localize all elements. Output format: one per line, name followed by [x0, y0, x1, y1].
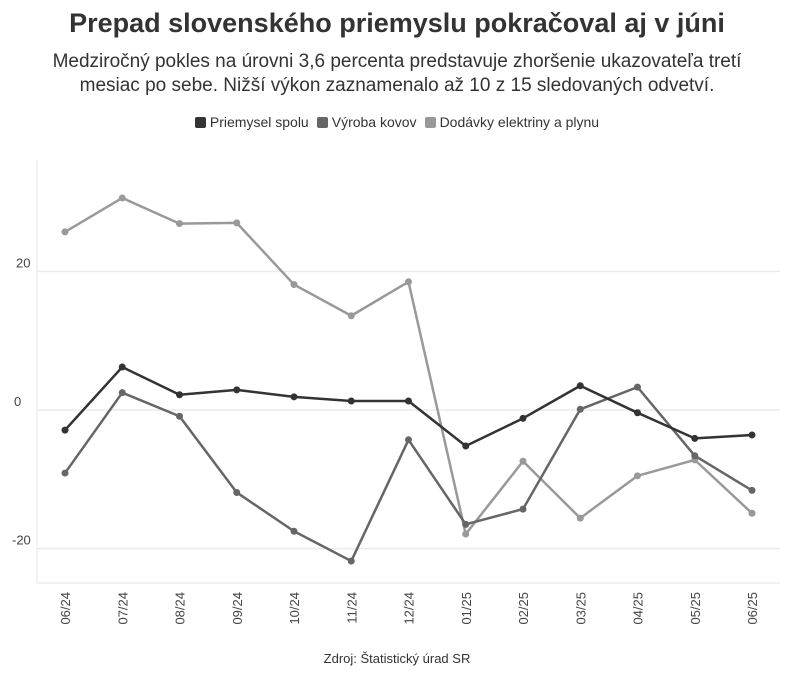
data-point [290, 393, 298, 401]
data-point [176, 391, 183, 399]
y-tick-label: -20 [12, 533, 31, 548]
legend-swatch [316, 116, 328, 128]
data-point [233, 386, 241, 394]
data-point [691, 452, 699, 460]
legend: Priemysel spolu Výroba kovov Dodávky elekt… [0, 114, 794, 131]
data-point [347, 397, 355, 405]
data-point [748, 486, 756, 494]
x-tick-label: 01/25 [459, 592, 474, 625]
legend-label: Priemysel spolu [209, 114, 309, 130]
data-point [519, 414, 527, 422]
data-point [290, 527, 298, 535]
series-line [64, 365, 753, 448]
data-point [61, 228, 69, 236]
data-point [176, 412, 183, 420]
x-tick-label: 02/25 [516, 592, 531, 625]
data-point [519, 457, 527, 465]
legend-label: Dodávky elektriny a plynu [439, 114, 600, 130]
data-point [462, 442, 470, 450]
x-tick-label: 03/25 [573, 592, 588, 625]
data-point [462, 530, 470, 538]
y-tick-label: 20 [16, 255, 30, 270]
data-point [233, 219, 241, 227]
data-point [634, 383, 641, 391]
data-point [405, 397, 412, 405]
data-point [748, 431, 756, 439]
x-tick-label: 10/24 [287, 592, 302, 625]
data-point [118, 363, 126, 371]
data-point [405, 436, 412, 444]
data-point [61, 469, 69, 477]
data-point [118, 389, 126, 397]
chart-subtitle: Medziročný pokles na úrovni 3,6 percenta… [52, 51, 742, 96]
x-tick-label: 06/24 [58, 592, 73, 625]
data-point [748, 509, 756, 517]
data-point [347, 557, 355, 565]
x-tick-label: 09/24 [230, 592, 245, 625]
x-tick-label: 07/24 [115, 592, 130, 625]
data-point [634, 472, 641, 480]
data-point [118, 194, 126, 202]
data-point [519, 505, 527, 513]
x-tick-label: 08/24 [173, 592, 188, 625]
legend-swatch [424, 116, 436, 128]
legend-item[interactable]: Výroba kovov [316, 114, 417, 130]
data-point [462, 520, 470, 528]
data-point [576, 382, 584, 390]
legend-label: Výroba kovov [331, 114, 417, 130]
data-point [347, 312, 355, 320]
data-point [691, 434, 699, 442]
y-tick-label: 0 [14, 394, 21, 409]
data-point [176, 220, 183, 228]
x-tick-label: 11/24 [344, 592, 359, 624]
data-point [576, 405, 584, 413]
x-tick-label: 04/25 [631, 592, 646, 625]
data-point [634, 409, 641, 417]
data-point [61, 426, 69, 434]
data-point [405, 278, 412, 286]
data-point [290, 281, 298, 289]
legend-item[interactable]: Priemysel spolu [194, 114, 309, 130]
x-tick-label: 05/25 [688, 592, 703, 625]
legend-item[interactable]: Dodávky elektriny a plynu [424, 114, 600, 130]
data-point [233, 488, 241, 496]
series-line [63, 385, 753, 563]
chart-title: Prepad slovenského priemyslu pokračoval … [69, 8, 725, 38]
series-line [64, 196, 753, 536]
data-point [576, 514, 584, 522]
x-tick-label: 06/25 [745, 592, 760, 625]
x-tick-label: 12/24 [402, 592, 417, 625]
source-note: Zdroj: Štatistický úrad SR [323, 651, 471, 666]
legend-swatch [194, 116, 206, 128]
